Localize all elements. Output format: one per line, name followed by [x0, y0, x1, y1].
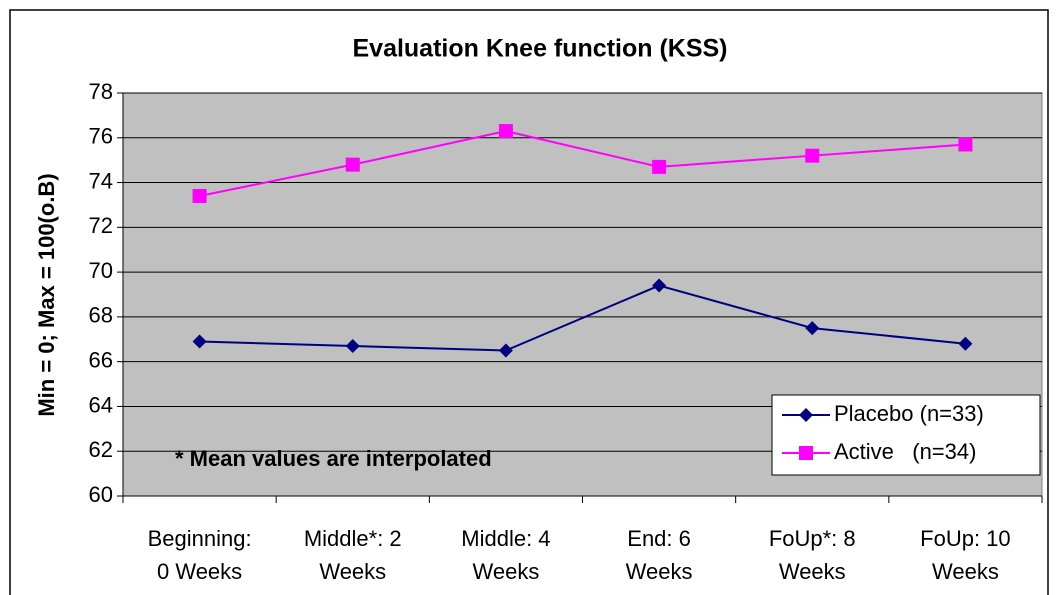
series-line — [199, 130, 966, 197]
y-tick-label: 78 — [89, 79, 113, 104]
annotation: * Mean values are interpolated — [175, 446, 492, 471]
marker — [799, 408, 813, 422]
x-tick-label: End: 6 — [627, 526, 691, 551]
y-axis-label: Min = 0; Max = 100(o.B) — [34, 173, 59, 416]
x-tick-label: Weeks — [472, 559, 539, 584]
marker — [192, 188, 207, 203]
x-tick-label: Beginning: — [148, 526, 252, 551]
marker — [958, 336, 973, 351]
marker — [345, 157, 360, 172]
series-line — [199, 284, 966, 352]
marker — [498, 124, 513, 139]
x-tick-label: Weeks — [626, 559, 693, 584]
marker — [498, 343, 513, 358]
y-tick-label: 72 — [89, 213, 113, 238]
marker — [192, 334, 207, 349]
x-tick-label: Weeks — [779, 559, 846, 584]
legend-label: Placebo (n=33) — [834, 401, 984, 426]
x-tick-label: 0 Weeks — [157, 559, 242, 584]
y-tick-label: 76 — [89, 124, 113, 149]
marker — [345, 338, 360, 353]
x-tick-label: Middle: 4 — [461, 526, 550, 551]
marker — [652, 159, 667, 174]
y-tick-label: 74 — [89, 168, 113, 193]
marker — [958, 137, 973, 152]
marker — [652, 278, 667, 293]
x-tick-label: Weeks — [319, 559, 386, 584]
x-tick-label: FoUp: 10 — [920, 526, 1011, 551]
x-tick-label: FoUp*: 8 — [769, 526, 856, 551]
marker — [805, 148, 820, 163]
marker — [805, 321, 820, 336]
y-tick-label: 66 — [89, 347, 113, 372]
x-tick-label: Weeks — [932, 559, 999, 584]
legend — [771, 394, 1041, 476]
y-tick-label: 70 — [89, 258, 113, 283]
y-tick-label: 60 — [89, 482, 113, 507]
legend-label: Active (n=34) — [834, 439, 976, 464]
y-tick-label: 68 — [89, 303, 113, 328]
y-tick-label: 64 — [89, 392, 113, 417]
chart-title: Evaluation Knee function (KSS) — [352, 35, 727, 63]
x-tick-label: Middle*: 2 — [304, 526, 402, 551]
marker — [799, 446, 813, 460]
y-tick-label: 62 — [89, 437, 113, 462]
